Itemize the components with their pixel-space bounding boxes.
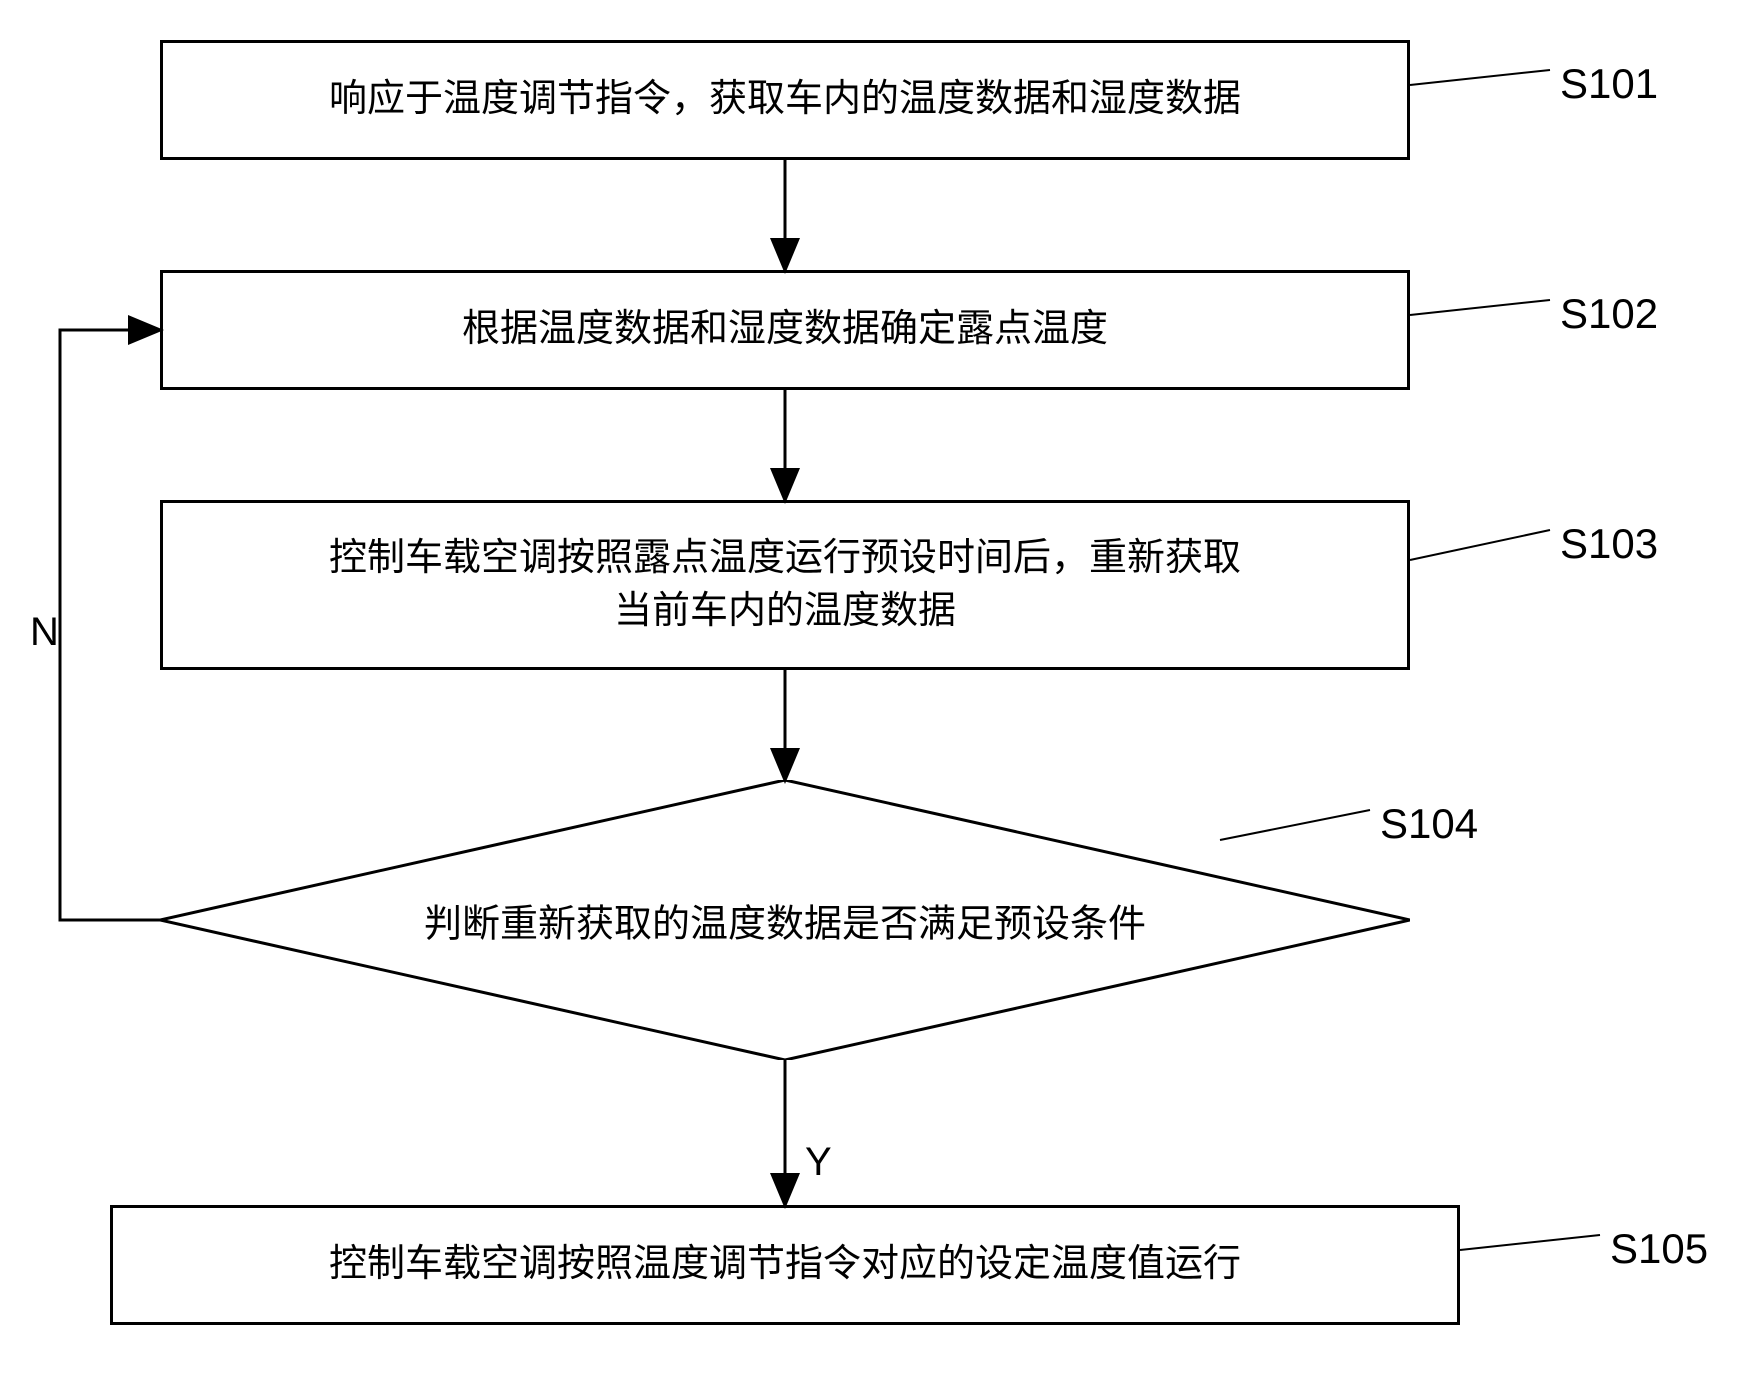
- flow-step-s101: 响应于温度调节指令，获取车内的温度数据和湿度数据: [160, 40, 1410, 160]
- flow-step-text: 控制车载空调按照露点温度运行预设时间后，重新获取 当前车内的温度数据: [329, 532, 1241, 638]
- edge-label-yes: Y: [805, 1140, 832, 1185]
- step-label-s105: S105: [1610, 1225, 1708, 1273]
- flow-step-text: 响应于温度调节指令，获取车内的温度数据和湿度数据: [329, 73, 1241, 126]
- edge-label-no: N: [30, 610, 59, 655]
- flow-step-s102: 根据温度数据和湿度数据确定露点温度: [160, 270, 1410, 390]
- step-label-s103: S103: [1560, 520, 1658, 568]
- step-label-s104: S104: [1380, 800, 1478, 848]
- flow-step-text: 根据温度数据和湿度数据确定露点温度: [462, 303, 1108, 356]
- step-label-s101: S101: [1560, 60, 1658, 108]
- flow-decision-s104: 判断重新获取的温度数据是否满足预设条件: [160, 780, 1410, 1060]
- flow-step-text: 控制车载空调按照温度调节指令对应的设定温度值运行: [329, 1238, 1241, 1291]
- flow-step-s105: 控制车载空调按照温度调节指令对应的设定温度值运行: [110, 1205, 1460, 1325]
- flow-step-s103: 控制车载空调按照露点温度运行预设时间后，重新获取 当前车内的温度数据: [160, 500, 1410, 670]
- flow-decision-text: 判断重新获取的温度数据是否满足预设条件: [160, 893, 1410, 948]
- connectors-overlay: [0, 0, 1763, 1376]
- step-label-s102: S102: [1560, 290, 1658, 338]
